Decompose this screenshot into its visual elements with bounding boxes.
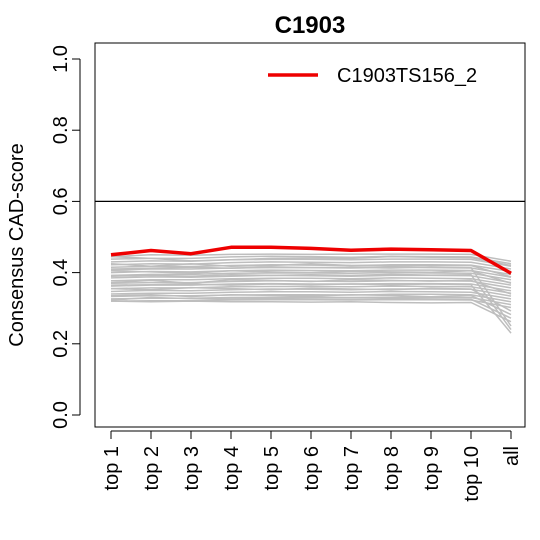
y-axis-label: Consensus CAD-score [6, 143, 28, 346]
x-tick-label: top 8 [381, 446, 403, 490]
background-series-line-22 [110, 278, 512, 295]
x-tick-label: top 6 [301, 446, 323, 490]
background-series-line-20 [110, 262, 512, 278]
x-tick-label: top 3 [181, 446, 203, 490]
background-series-line-10 [110, 277, 512, 286]
background-series-line-28 [110, 273, 512, 331]
legend-entry-label: C1903TS156_2 [337, 65, 477, 87]
axes-group: 0.0 0.2 0.4 0.6 0.8 1.0 top 1 top 2 top 3 top 4 to… [50, 45, 523, 502]
background-series-line-1 [110, 253, 512, 262]
x-tick-label: top 1 [101, 446, 123, 490]
background-series-line-15 [110, 290, 512, 300]
highlight-series-line [110, 245, 512, 275]
y-tick-label: 0.2 [50, 330, 72, 358]
x-tick-label: top 7 [341, 446, 363, 490]
chart-title: C1903 [275, 12, 346, 39]
y-tick-label: 0.6 [50, 187, 72, 215]
x-tick-label: top 5 [261, 446, 283, 490]
plot-frame [94, 42, 526, 428]
background-series-line-25 [110, 296, 512, 319]
background-series-line-3 [110, 258, 512, 267]
background-series-line-29 [110, 283, 512, 334]
y-tick-label: 0.0 [50, 401, 72, 429]
x-tick-label: top 2 [141, 446, 163, 490]
x-tick-label: top 10 [461, 446, 483, 502]
x-tick-label: top 9 [421, 446, 443, 490]
background-series-line-7 [110, 269, 512, 278]
y-tick-label: 1.0 [50, 45, 72, 73]
background-series-line-19 [110, 255, 512, 267]
background-series-line-21 [110, 270, 512, 285]
background-series-line-27 [110, 266, 512, 327]
background-series-line-24 [110, 293, 512, 316]
background-series-line-23 [110, 286, 512, 312]
y-tick-label: 0.8 [50, 116, 72, 144]
x-tick-label: top 4 [221, 446, 243, 490]
highlight-series-group [110, 245, 512, 275]
background-series-line-26 [110, 300, 512, 323]
legend: C1903TS156_2 [268, 65, 477, 87]
x-tick-label: all [501, 446, 523, 466]
y-tick-label: 0.4 [50, 259, 72, 287]
background-series-group [110, 253, 512, 334]
